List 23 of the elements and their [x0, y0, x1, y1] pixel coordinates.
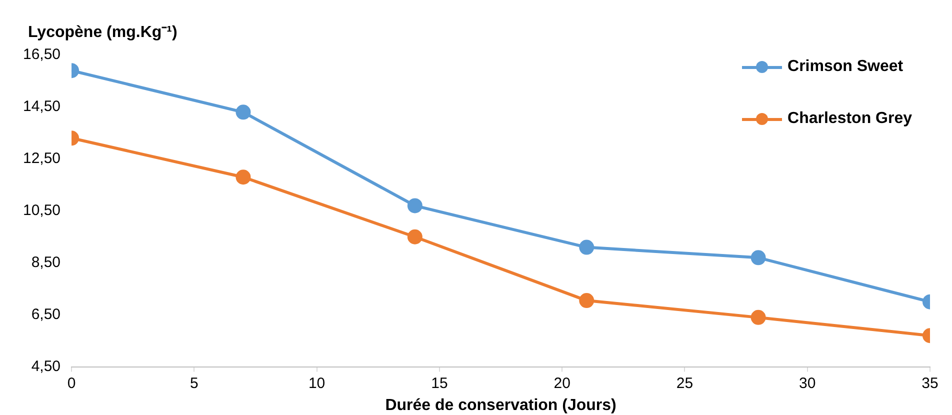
point	[407, 198, 422, 214]
y-tick-label: 12,50	[22, 150, 61, 168]
legend-label: Charleston Grey	[788, 110, 912, 128]
point	[579, 293, 594, 308]
x-tick-label: 20	[554, 374, 570, 392]
x-tick-label: 25	[676, 374, 694, 392]
x-tick-label: 30	[799, 374, 816, 392]
y-tick-label: 6,50	[31, 306, 61, 323]
y-tick-label: 14,50	[22, 98, 61, 116]
y-tick-label: 10,50	[22, 202, 61, 220]
y-tick-label: 8,50	[31, 254, 61, 272]
x-tick-label: 0	[67, 374, 76, 392]
x-axis-title: Durée de conservation (Jours)	[385, 396, 616, 414]
x-tick-label: 15	[431, 374, 448, 392]
x-tick-label: 35	[922, 374, 938, 392]
y-axis-title: Lycopène (mg.Kg⁻¹)	[28, 23, 178, 42]
y-tick-label: 16,50	[22, 46, 61, 64]
point	[579, 240, 594, 255]
legend-label: Crimson Sweet	[788, 58, 904, 76]
x-tick-label: 10	[308, 374, 326, 392]
point	[407, 229, 422, 244]
y-tick-label: 4,50	[31, 358, 61, 375]
x-tick-label: 5	[190, 374, 198, 392]
